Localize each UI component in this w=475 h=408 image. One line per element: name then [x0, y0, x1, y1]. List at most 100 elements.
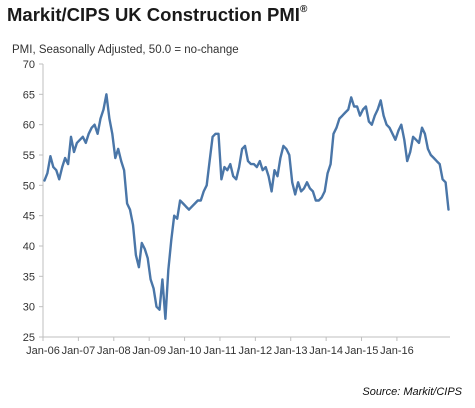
data-point	[111, 132, 114, 135]
y-tick-label: 50	[23, 180, 35, 192]
data-point	[238, 166, 241, 169]
x-tick-label: Jan-15	[345, 345, 379, 357]
data-point	[129, 208, 131, 211]
data-point	[323, 190, 326, 193]
data-point	[64, 157, 66, 159]
data-point	[261, 169, 264, 172]
data-point	[102, 108, 105, 111]
data-point	[120, 160, 123, 163]
data-point	[376, 108, 379, 111]
data-point	[338, 117, 341, 120]
data-point	[149, 278, 152, 281]
data-point	[388, 126, 391, 129]
data-point	[424, 132, 426, 135]
data-point	[188, 208, 190, 211]
data-point	[140, 242, 143, 244]
data-point	[79, 138, 81, 141]
data-point	[282, 145, 285, 147]
data-point	[255, 166, 258, 169]
data-point	[362, 108, 364, 111]
data-point	[135, 254, 137, 256]
data-point	[52, 166, 55, 169]
data-point	[267, 175, 270, 178]
data-point	[415, 138, 417, 141]
data-point	[194, 202, 196, 205]
data-point	[285, 148, 288, 150]
data-point	[99, 117, 102, 120]
data-point	[223, 166, 226, 169]
data-point	[146, 257, 149, 259]
data-point	[365, 105, 367, 108]
data-point	[341, 114, 344, 117]
data-point	[353, 105, 355, 108]
data-point	[202, 190, 205, 193]
data-point	[400, 123, 403, 126]
data-point	[73, 151, 75, 153]
data-point	[279, 157, 282, 159]
data-point	[49, 155, 52, 158]
data-point	[55, 169, 58, 172]
data-point	[288, 154, 291, 156]
data-point	[61, 166, 64, 169]
data-point	[199, 199, 202, 202]
data-point	[320, 196, 323, 199]
data-point	[205, 184, 208, 187]
data-point	[84, 142, 87, 144]
data-point	[412, 135, 414, 138]
data-point	[350, 96, 353, 99]
data-point	[273, 169, 276, 172]
data-point	[217, 132, 220, 135]
data-point	[429, 154, 432, 156]
data-point	[359, 114, 361, 117]
x-tick-label: Jan-11	[204, 345, 237, 357]
data-point	[58, 178, 61, 181]
data-point	[143, 248, 146, 250]
data-point	[244, 145, 246, 147]
data-point	[379, 99, 382, 102]
data-point	[418, 142, 420, 144]
chart-title-text: Markit/CIPS UK Construction PMI	[7, 4, 300, 25]
y-tick-label: 60	[23, 120, 35, 132]
data-point	[232, 175, 235, 178]
data-point	[250, 163, 252, 166]
data-point	[253, 163, 255, 166]
data-point	[294, 193, 297, 196]
x-tick-label: Jan-06	[26, 345, 60, 357]
data-point	[403, 138, 406, 141]
x-tick-label: Jan-14	[309, 345, 343, 357]
data-point	[344, 111, 347, 114]
data-point	[438, 163, 441, 166]
data-point	[214, 132, 217, 135]
data-point	[46, 172, 49, 175]
data-point	[444, 181, 447, 184]
data-point	[155, 305, 158, 308]
pmi-series-line	[43, 93, 450, 320]
data-point	[373, 114, 376, 117]
x-tick-label: Jan-12	[239, 345, 273, 357]
y-tick-label: 70	[23, 59, 35, 71]
data-point	[93, 123, 96, 126]
data-point	[306, 181, 308, 184]
registered-mark: ®	[299, 3, 308, 15]
data-point	[208, 160, 211, 163]
data-point	[394, 138, 397, 141]
data-point	[385, 123, 388, 126]
data-point	[220, 178, 223, 181]
data-point	[176, 217, 179, 220]
x-tick-label: Jan-09	[132, 345, 166, 357]
data-point	[123, 169, 125, 172]
data-point	[161, 278, 164, 281]
data-point	[170, 239, 173, 241]
data-point	[108, 117, 111, 120]
data-point	[126, 202, 128, 205]
data-point	[368, 120, 370, 123]
data-point	[370, 123, 373, 126]
data-point	[432, 157, 435, 159]
y-tick-label: 40	[23, 241, 35, 253]
data-point	[270, 190, 273, 193]
data-point	[276, 175, 279, 178]
y-tick-label: 65	[23, 89, 35, 101]
data-point	[447, 208, 450, 211]
y-tick-label: 30	[23, 302, 35, 314]
data-point	[152, 287, 155, 290]
